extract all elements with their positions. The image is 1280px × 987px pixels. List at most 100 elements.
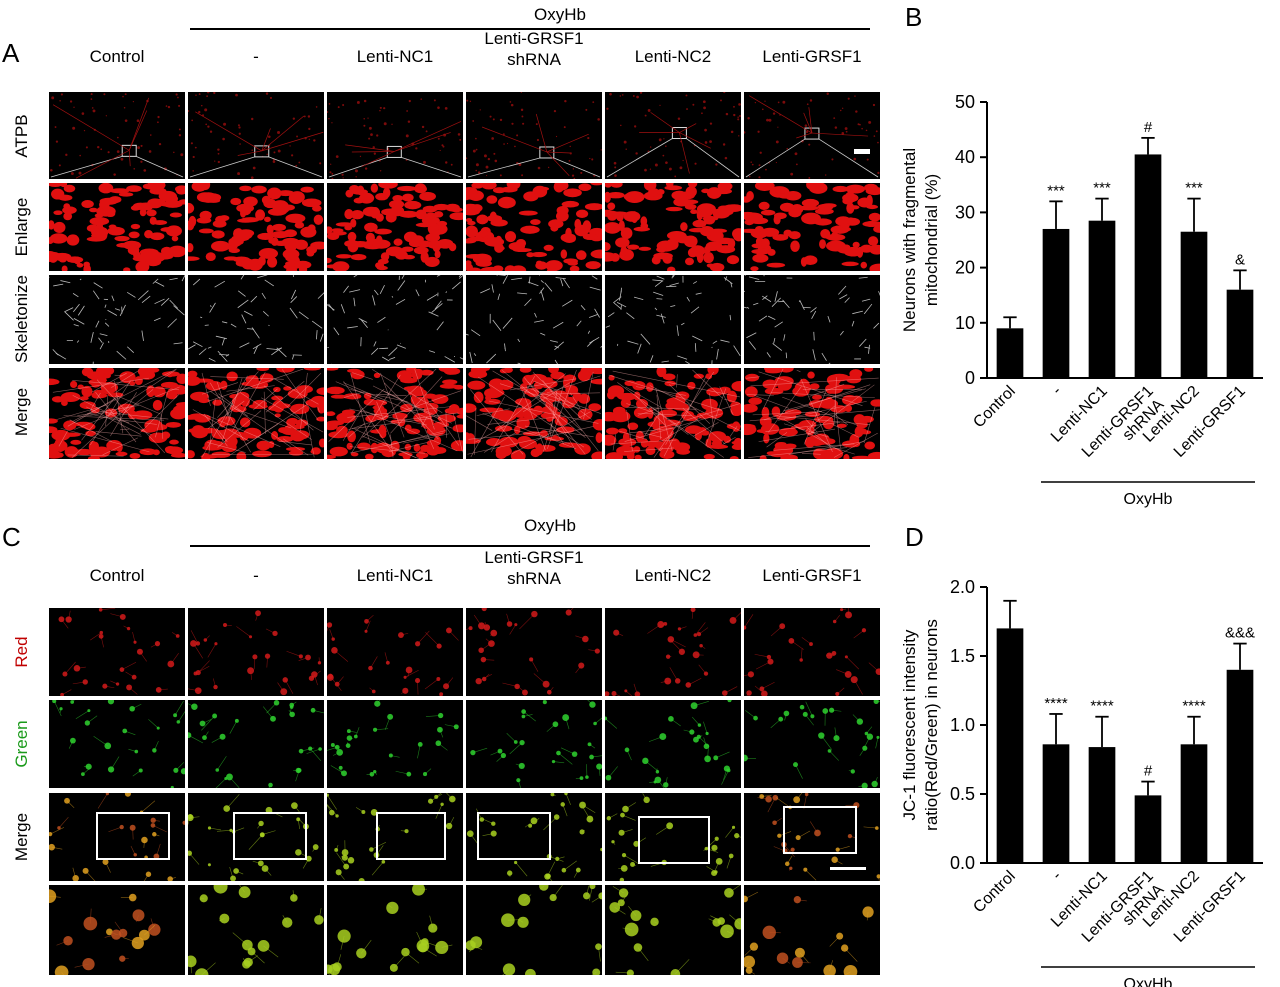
panel-c-column-header-4: Lenti-NC2 [634,566,712,585]
panel-a-image-r1-c3 [466,183,602,271]
panel-c-image-r1-c3 [466,700,602,788]
panel-a-image-r1-c1 [188,183,324,271]
panel-letter-d: D [905,522,924,552]
chart-d-bar-2 [1088,747,1116,863]
panel-c-image-r0-c2 [327,608,463,696]
panel-c-row-label-1: Green [12,720,31,768]
chart-b-ytick-label-0: 0 [965,368,975,388]
panel-c-column-header-0: Control [89,566,145,585]
panel-a-image-r0-c2 [327,92,463,179]
panel-a-image-r2-c0 [49,275,185,364]
panel-letter-b: B [905,2,923,32]
chart-d-bar-4 [1180,744,1208,863]
chart-d-ylabel-line-1: ratio(Red/Green) in neurons [922,619,941,831]
panel-a-image-r3-c2 [327,368,463,459]
panel-a-group-label: OxyHb [534,5,586,24]
panel-letter-a: A [2,38,20,68]
chart-d-annotation-5: &&& [1225,625,1255,642]
chart-b-ytick-label-2: 20 [955,258,975,278]
panel-c-group-label: OxyHb [524,516,576,535]
panel-a-image-r2-c3 [466,275,602,364]
panel-c-column-header-2: Lenti-NC1 [356,566,434,585]
panel-a-image-r0-c5 [744,92,880,179]
chart-b-ylabel-line-0: Neurons with fragmental [900,148,919,332]
chart-b-group-label: OxyHb [1124,491,1173,508]
chart-d-bar-3 [1134,795,1162,863]
panel-a-image-r0-c4 [605,92,741,179]
panel-a-image-r1-c2 [327,183,463,271]
panel-c-image-r1-c2 [327,700,463,788]
panel-c-image-r2-c5 [744,793,880,881]
chart-b-category-label-1: - [1049,383,1065,399]
chart-b-annotation-5: & [1235,251,1245,268]
panel-c-image-r0-c4 [605,608,741,696]
chart-d-category-label-1: - [1049,868,1065,884]
panel-c-column-header-3: Lenti-GRSF1 shRNA [484,548,584,588]
panel-c-row-label-2: Merge [12,812,31,862]
chart-b-category-label-0: Control [970,383,1018,431]
panel-a-column-header-5: Lenti-GRSF1 [762,47,862,66]
panel-a-row-label-2: Skeletonize [12,275,31,363]
chart-b-annotation-2: *** [1093,180,1111,197]
panel-c-image-r0-c1 [188,608,324,696]
panel-c-image-r0-c5 [744,608,880,696]
chart-d-ytick-label-2: 1.0 [950,715,975,735]
chart-b-annotation-1: *** [1047,182,1065,199]
panel-a-image-r2-c4 [605,275,741,364]
panel-a-image-r2-c1 [188,275,324,364]
chart-d-ytick-label-3: 1.5 [950,646,975,666]
chart-b-bar-3 [1134,154,1162,378]
panel-c-image-r2-c1 [188,793,324,881]
panel-c-image-r3-c5 [744,885,880,975]
panel-c-image-r1-c1 [188,700,324,788]
chart-b-bar-2 [1088,220,1116,378]
panel-a-image-r3-c1 [188,368,324,459]
chart-b-ylabel-line-1: mitochondrial (%) [922,174,941,306]
panel-a-column-header-4: Lenti-NC2 [634,47,712,66]
panel-a-image-r3-c0 [49,368,185,459]
chart-d-ytick-label-4: 2.0 [950,577,975,597]
chart-d-annotation-2: **** [1090,698,1114,715]
panel-c-image-r0-c0 [49,608,185,696]
chart-b-bar-0 [996,328,1024,378]
panel-c-group-line [190,545,870,547]
panel-a-image-r3-c3 [466,368,602,459]
chart-d-annotation-3: # [1144,763,1153,780]
panel-a-group-line [190,28,870,30]
chart-d-ylabel-line-0: JC-1 fluorescent intensity [900,629,919,820]
chart-d: 0.0 0.5 1.0 1.5 2.0 JC-1 fluorescent intensit… [900,577,1263,987]
chart-b-ytick-label-1: 10 [955,313,975,333]
panel-a-image-r1-c5 [744,183,880,271]
panel-a-image-r0-c3 [466,92,602,179]
chart-d-group-label: OxyHb [1124,976,1173,987]
panel-a-row-label-3: Merge [12,387,31,437]
chart-d-category-label-0: Control [970,868,1018,916]
panel-c-image-r3-c0 [49,885,185,975]
panel-a-image-r3-c4 [605,368,741,459]
chart-b-bar-5 [1226,289,1254,378]
panel-c-image-r2-c3 [466,793,602,881]
panel-letter-c: C [2,522,21,552]
chart-b-annotation-3: # [1144,119,1153,136]
panel-a-column-header-2: Lenti-NC1 [356,47,434,66]
chart-b-ytick-label-5: 50 [955,92,975,112]
panel-a-row-label-0: ATPB [12,114,31,158]
panel-c-row-label-0: Red [12,636,31,668]
panel-a-image-r2-c2 [327,275,463,364]
chart-b-bar-1 [1042,228,1070,378]
chart-d-bar-1 [1042,744,1070,863]
chart-b-ytick-label-4: 40 [955,147,975,167]
panel-a-column-header-0: Control [89,47,145,66]
chart-d-annotation-1: **** [1044,695,1068,712]
chart-d-ytick-label-0: 0.0 [950,853,975,873]
panel-c-column-header-1: - [253,566,259,585]
panel-c-image-r2-c4 [605,793,741,881]
panel-a-image-r0-c1 [188,92,324,179]
panel-a-image-r3-c5 [744,368,880,459]
panel-c-image-r3-c3 [466,885,602,975]
panel-a-image-r1-c0 [49,183,185,271]
chart-b-annotation-4: *** [1185,180,1203,197]
panel-c-image-r2-c0 [49,793,185,881]
panel-c-image-r2-c2 [327,793,463,881]
panel-c-image-r3-c2 [327,885,463,975]
